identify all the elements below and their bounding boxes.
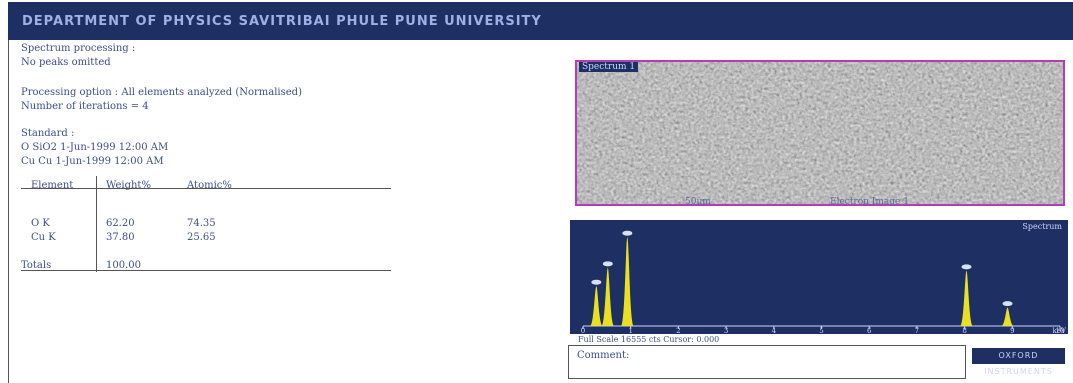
peak-marker [603, 261, 613, 266]
report-page: DEPARTMENT OF PHYSICS SAVITRIBAI PHULE P… [0, 0, 1073, 383]
plot-background [570, 220, 1068, 334]
table-rule [21, 270, 391, 271]
table-total: Totals [21, 260, 51, 271]
spectrum-footer: Full Scale 16555 cts Cursor: 0.000 [578, 335, 719, 344]
report-line: O SiO2 1-Jun-1999 12:00 AM [21, 142, 168, 153]
x-tick-label: 6 [867, 327, 872, 335]
report-line: Cu Cu 1-Jun-1999 12:00 AM [21, 156, 164, 167]
peak-marker [591, 280, 601, 285]
x-tick-label: 8 [962, 327, 966, 335]
report-line: Standard : [21, 128, 74, 139]
x-tick-label: 0 [581, 327, 585, 335]
x-tick-label: 9 [1010, 327, 1014, 335]
table-cell: 25.65 [187, 232, 216, 243]
x-tick-label: 5 [819, 327, 823, 335]
header-bar: DEPARTMENT OF PHYSICS SAVITRIBAI PHULE P… [8, 2, 1073, 40]
x-tick-label: 2 [676, 327, 680, 335]
table-cell: O K [31, 218, 50, 229]
table-cell: 74.35 [187, 218, 216, 229]
image-label: Spectrum 1 [579, 62, 638, 72]
comment-box: Comment: [568, 345, 966, 379]
table-header: Weight% [106, 180, 151, 191]
image-caption: Electron Image 1 [830, 197, 909, 207]
table-header: Element [31, 180, 73, 191]
x-tick-label: 1 [628, 327, 632, 335]
table-rule [96, 176, 97, 272]
image-scale: 50µm [685, 197, 711, 207]
comment-label: Comment: [577, 350, 629, 361]
table-cell: 62.20 [106, 218, 135, 229]
report-line: Spectrum processing : [21, 43, 135, 54]
report-panel: Spectrum processing : No peaks omitted Pro… [8, 40, 569, 383]
electron-image-texture [577, 62, 1063, 204]
x-tick-label: 7 [915, 327, 919, 335]
logo: OXFORD INSTRUMENTS [972, 348, 1065, 364]
peak-marker [622, 231, 632, 236]
electron-image: Spectrum 1 [575, 60, 1065, 206]
report-line: No peaks omitted [21, 57, 111, 68]
table-cell: Cu K [31, 232, 56, 243]
x-tick-label: 3 [724, 327, 728, 335]
table-cell: 37.80 [106, 232, 135, 243]
peak-marker [962, 264, 972, 269]
report-line: Number of iterations = 4 [21, 101, 149, 112]
peak-marker [1003, 301, 1013, 306]
x-tick-label: 4 [772, 327, 777, 335]
x-axis-unit: keV [1053, 327, 1067, 335]
header-title: DEPARTMENT OF PHYSICS SAVITRIBAI PHULE P… [22, 14, 542, 29]
table-total: 100.00 [106, 260, 141, 271]
report-line: Processing option : All elements analyze… [21, 87, 302, 98]
table-header: Atomic% [187, 180, 232, 191]
spectrum-label: Spectrum [1022, 222, 1062, 231]
